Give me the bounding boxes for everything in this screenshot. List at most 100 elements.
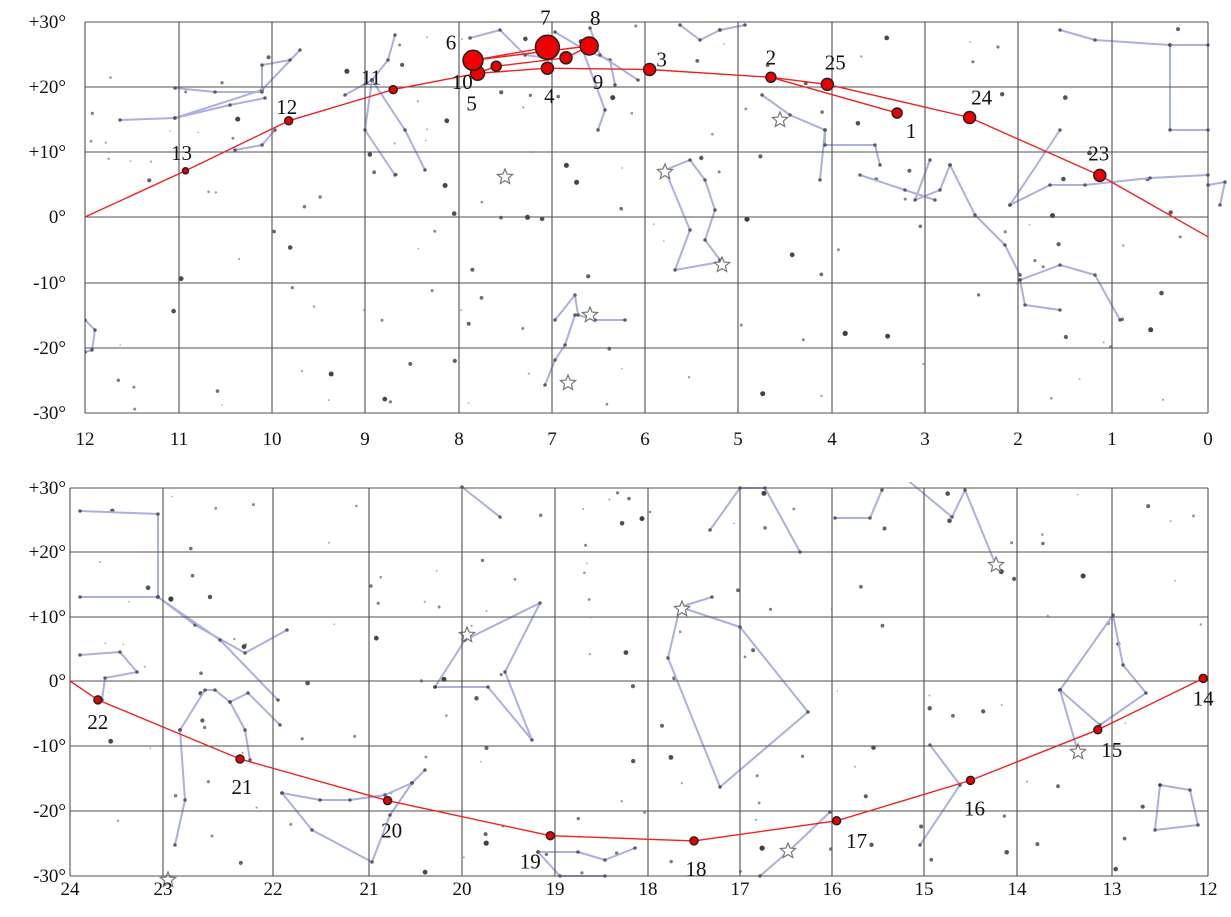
x-tick-label: 15 xyxy=(915,879,934,900)
position-number-label: 14 xyxy=(1193,686,1215,710)
constellation-star xyxy=(383,793,387,797)
background-star xyxy=(1162,398,1165,401)
background-star xyxy=(312,305,316,308)
constellation-star xyxy=(173,843,177,847)
background-star xyxy=(376,601,380,605)
background-star xyxy=(563,162,569,168)
background-star xyxy=(630,684,636,689)
bottom-panel-background xyxy=(78,476,1203,888)
background-star xyxy=(266,55,271,60)
background-star xyxy=(470,267,475,272)
background-star xyxy=(373,635,379,641)
constellation-star xyxy=(823,143,827,147)
background-star xyxy=(445,714,448,717)
background-star xyxy=(119,344,122,346)
constellation-star xyxy=(713,208,717,212)
constellation-star xyxy=(698,38,702,42)
constellation-line xyxy=(281,769,426,801)
background-star xyxy=(739,323,743,327)
background-star xyxy=(527,372,530,375)
constellation-star xyxy=(280,791,284,795)
constellation-star xyxy=(228,103,232,107)
constellation-star xyxy=(393,33,397,37)
x-tick-label: 13 xyxy=(1103,879,1122,900)
constellation-star xyxy=(173,116,177,120)
constellation-star xyxy=(933,198,937,202)
constellation-star xyxy=(1118,318,1122,322)
background-star xyxy=(143,665,146,668)
background-star xyxy=(699,155,704,161)
background-star xyxy=(480,200,484,204)
background-star xyxy=(425,128,428,131)
background-star xyxy=(290,286,294,290)
background-star xyxy=(1078,378,1081,381)
constellation-line xyxy=(469,29,549,59)
background-star xyxy=(422,869,428,875)
background-star xyxy=(528,93,533,98)
position-number-label: 23 xyxy=(1088,141,1109,165)
background-star xyxy=(207,594,213,600)
constellation-line xyxy=(1009,174,1209,206)
background-star xyxy=(837,248,840,252)
constellation-star xyxy=(503,670,507,674)
background-star xyxy=(627,496,631,501)
constellation-star xyxy=(260,143,264,147)
bright-star-icon xyxy=(986,555,1006,573)
background-star xyxy=(951,713,955,718)
background-star xyxy=(1124,722,1127,725)
background-star xyxy=(173,794,178,798)
background-star xyxy=(169,130,171,132)
background-star xyxy=(621,167,624,169)
constellation-star xyxy=(1144,691,1148,695)
background-star xyxy=(884,35,890,41)
constellation-star xyxy=(963,488,967,492)
x-tick-label: 4 xyxy=(827,429,837,450)
background-star xyxy=(584,543,588,547)
constellation-star xyxy=(135,670,139,674)
background-star xyxy=(388,400,392,404)
background-star xyxy=(289,822,293,826)
constellation-star xyxy=(118,118,122,122)
background-star xyxy=(214,506,218,510)
background-star xyxy=(971,60,975,64)
constellation-star xyxy=(633,846,637,850)
constellation-star xyxy=(823,128,827,132)
y-tick-label: +20° xyxy=(29,542,66,563)
background-star xyxy=(480,558,485,563)
constellation-star xyxy=(370,78,374,82)
constellation-line xyxy=(667,606,809,788)
background-star xyxy=(610,95,616,101)
constellation-star xyxy=(938,188,942,192)
constellation-star xyxy=(103,676,107,680)
background-star xyxy=(484,746,489,750)
background-star xyxy=(145,585,151,590)
planet-position-marker xyxy=(579,36,599,56)
background-star xyxy=(819,272,824,277)
background-star xyxy=(499,673,503,677)
background-star xyxy=(149,747,152,750)
background-star xyxy=(214,191,218,194)
constellation-star xyxy=(636,78,640,82)
constellation-line xyxy=(157,596,279,701)
constellation-star xyxy=(903,476,907,480)
background-star xyxy=(947,518,952,524)
constellation-star xyxy=(1153,828,1157,832)
background-star xyxy=(620,800,623,803)
constellation-star xyxy=(276,698,280,702)
background-star xyxy=(235,116,241,122)
constellation-star xyxy=(543,383,547,387)
x-tick-label: 12 xyxy=(1199,879,1218,900)
constellation-star xyxy=(1018,273,1022,277)
background-star xyxy=(680,782,683,785)
position-number-label: 7 xyxy=(540,5,551,29)
background-star xyxy=(305,680,310,686)
planet-position-marker xyxy=(388,84,398,95)
position-number-label: 15 xyxy=(1101,738,1122,762)
background-star xyxy=(462,856,465,859)
background-star xyxy=(327,541,330,544)
background-star xyxy=(221,404,224,406)
constellation-star xyxy=(806,710,810,714)
background-star xyxy=(792,507,796,511)
background-star xyxy=(662,240,665,242)
planet-position-marker xyxy=(1093,168,1107,183)
